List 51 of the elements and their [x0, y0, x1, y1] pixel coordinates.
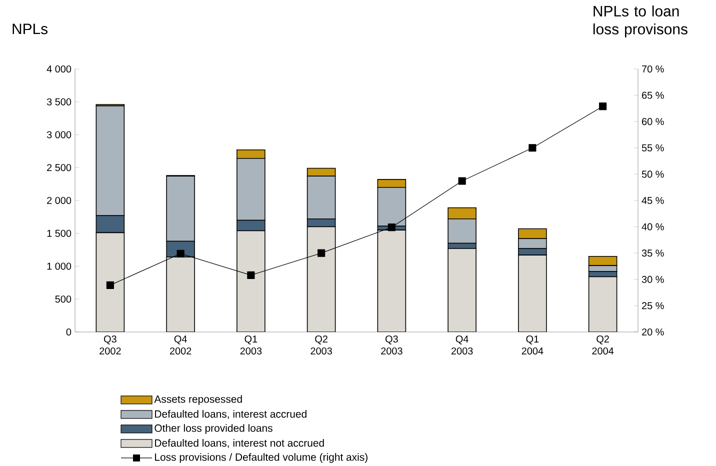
y2-tick-label: 60 % — [642, 118, 664, 126]
bar — [448, 248, 476, 332]
bar — [166, 256, 195, 332]
point — [528, 144, 536, 152]
bar — [518, 254, 547, 332]
legend-label: Defaulted loans, interest accrued — [155, 410, 306, 419]
legend-label: Defaulted loans, interest not accrued — [155, 439, 324, 448]
x-tick-label: Q2 2004 — [592, 336, 614, 355]
point — [318, 249, 326, 257]
point — [599, 102, 607, 110]
point — [106, 281, 114, 289]
point — [458, 177, 466, 185]
y2-tick-label: 40 % — [642, 223, 664, 230]
y-tick-label: 2 000 — [47, 196, 72, 204]
point — [247, 271, 255, 279]
y2-tick-label: 70 % — [642, 65, 664, 73]
bar — [96, 232, 125, 332]
bar — [236, 230, 266, 332]
y2-tick-label: 50 % — [642, 170, 664, 178]
legend-label: Other loss provided loans — [154, 424, 272, 434]
legend-label: Assets reposessed — [154, 395, 242, 405]
x-tick-label: Q3 2003 — [381, 336, 402, 355]
y2-tick-label: 55 % — [642, 144, 664, 152]
y2-tick-label: 20 % — [642, 328, 664, 336]
y-tick-label: 3 500 — [46, 98, 72, 106]
y2-tick-label: 30 % — [642, 276, 664, 283]
y2-tick-label: 65 % — [642, 92, 664, 99]
y2-tick-label: 45 % — [642, 196, 664, 204]
y-tick-label: 0 — [66, 328, 72, 336]
y-tick-label: 4 000 — [46, 65, 72, 73]
y-tick-label: 3 000 — [46, 131, 72, 138]
y-tick-label: 1 500 — [47, 230, 72, 237]
x-tick-label: Q4 2002 — [170, 336, 192, 355]
y-tick-label: 500 — [55, 296, 72, 303]
x-tick-label: Q1 2003 — [240, 336, 262, 355]
y-tick-label: 1 000 — [47, 262, 72, 270]
point — [176, 250, 184, 258]
x-tick-label: Q2 2003 — [310, 336, 332, 355]
x-tick-label: Q1 2004 — [522, 336, 544, 355]
y2-tick-label: 25 % — [642, 302, 664, 310]
y2-axis-title: NPLs to loan loss provisons — [593, 6, 688, 38]
bar — [377, 230, 406, 332]
y-axis-title: NPLs — [12, 24, 48, 34]
y-tick-label: 2 500 — [47, 164, 72, 172]
bar — [306, 226, 336, 332]
y2-tick-label: 35 % — [642, 250, 664, 257]
bar — [588, 276, 618, 332]
x-tick-label: Q3 2002 — [100, 336, 121, 355]
legend-label: Loss provisions / Defaulted volume (right axis) — [155, 453, 368, 463]
x-tick-label: Q4 2003 — [451, 336, 473, 355]
point — [388, 224, 396, 232]
